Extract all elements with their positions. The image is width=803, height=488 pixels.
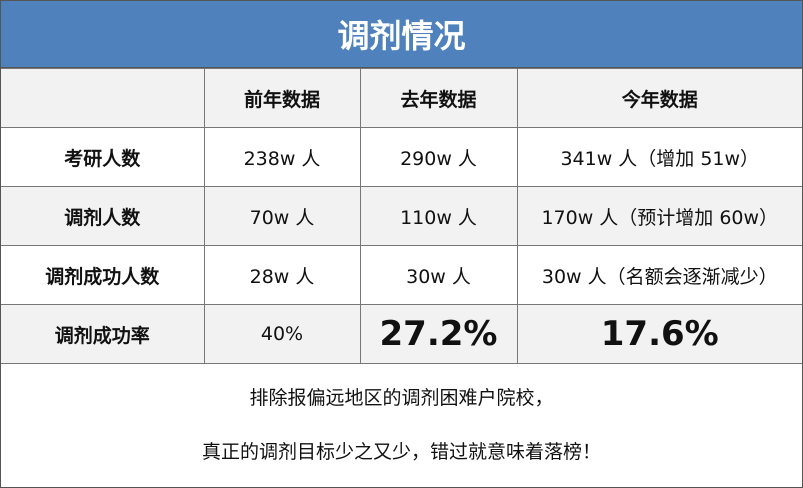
row-label: 考研人数 (1, 127, 205, 187)
cell-highlight: 27.2% (359, 304, 518, 364)
cell: 341w 人（增加 51w） (516, 127, 802, 187)
cell: 30w 人（名额会逐渐减少） (516, 245, 802, 305)
row: 调剂成功率 40% 27.2% 17.6% (1, 304, 802, 364)
footnote: 排除报偏远地区的调剂困难户院校， 真正的调剂目标少之又少，错过就意味着落榜！ (1, 364, 802, 483)
cell: 238w 人 (203, 127, 361, 187)
cell: 40% (203, 304, 361, 364)
cell: 290w 人 (359, 127, 518, 187)
header-row: 前年数据 去年数据 今年数据 (1, 68, 802, 128)
cell: 28w 人 (203, 245, 361, 305)
header-cell: 今年数据 (516, 68, 802, 128)
cell: 170w 人（预计增加 60w） (516, 186, 802, 246)
header-cell: 前年数据 (203, 68, 361, 128)
data-table: 前年数据 去年数据 今年数据 考研人数 238w 人 290w 人 341w 人… (1, 68, 802, 364)
row: 调剂人数 70w 人 110w 人 170w 人（预计增加 60w） (1, 186, 802, 246)
table-title: 调剂情况 (1, 1, 802, 68)
header-cell (1, 68, 205, 128)
cell: 70w 人 (203, 186, 361, 246)
cell-highlight: 17.6% (516, 304, 802, 364)
cell: 30w 人 (359, 245, 518, 305)
cell: 110w 人 (359, 186, 518, 246)
row: 考研人数 238w 人 290w 人 341w 人（增加 51w） (1, 127, 802, 187)
row-label: 调剂人数 (1, 186, 205, 246)
footnote-line: 排除报偏远地区的调剂困难户院校， (249, 387, 554, 410)
header-cell: 去年数据 (359, 68, 518, 128)
row: 调剂成功人数 28w 人 30w 人 30w 人（名额会逐渐减少） (1, 245, 802, 305)
row-label: 调剂成功率 (1, 304, 205, 364)
row-label: 调剂成功人数 (1, 245, 205, 305)
footnote-line: 真正的调剂目标少之又少，错过就意味着落榜！ (201, 440, 601, 463)
